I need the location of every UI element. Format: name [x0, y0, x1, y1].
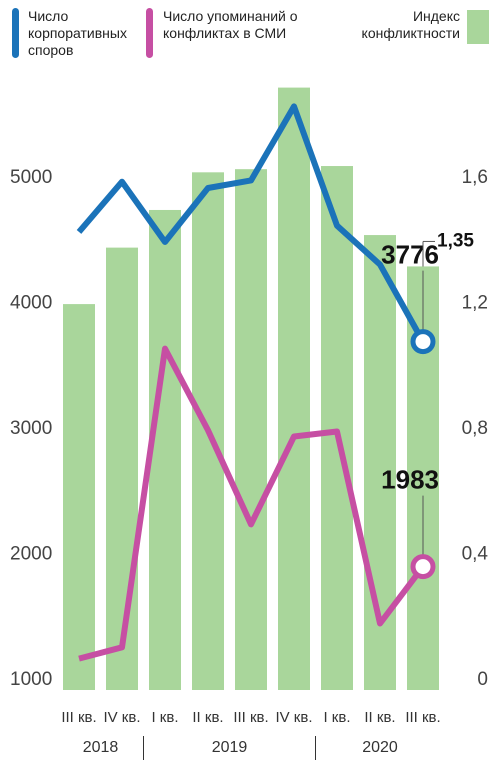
y2-tick-label: 1,6	[462, 167, 488, 188]
x-tick-label: IV кв.	[275, 709, 312, 726]
bar	[235, 169, 267, 691]
legend-swatch	[467, 10, 489, 44]
bar	[321, 166, 353, 691]
y-tick-label: 5000	[10, 167, 52, 188]
x-group-label: 2020	[362, 739, 398, 756]
x-tick-label: III кв.	[405, 709, 440, 726]
bar	[106, 247, 138, 691]
data-label: 1983	[381, 465, 439, 495]
y2-tick-label: 1,2	[462, 293, 488, 314]
data-label: 1,35	[437, 230, 474, 251]
x-tick-label: II кв.	[192, 709, 223, 726]
x-tick-label: III кв.	[61, 709, 96, 726]
x-tick-label: I кв.	[323, 709, 350, 726]
legend-swatch	[146, 8, 153, 58]
y2-tick-label: 0	[477, 669, 488, 690]
legend-label: Число корпоративных споров	[28, 8, 127, 58]
x-group-label: 2018	[83, 739, 119, 756]
y-tick-label: 1000	[10, 669, 52, 690]
point-marker	[410, 329, 436, 355]
legend-label: Индекс конфликтности	[361, 8, 460, 41]
y2-tick-label: 0,4	[462, 544, 489, 565]
y-tick-label: 4000	[10, 293, 52, 314]
bar	[63, 304, 95, 690]
y2-tick-label: 0,8	[462, 418, 488, 439]
bar	[278, 87, 310, 691]
y-tick-label: 3000	[10, 418, 52, 439]
line	[76, 103, 426, 344]
legend-label: Число упоминаний о конфликтах в СМИ	[163, 8, 298, 41]
x-tick-label: II кв.	[364, 709, 395, 726]
y-tick-label: 2000	[10, 544, 52, 565]
data-label: 3776	[381, 239, 439, 269]
legend-swatch	[12, 8, 19, 58]
line	[78, 345, 426, 662]
point-marker	[410, 554, 436, 580]
x-tick-label: IV кв.	[103, 709, 140, 726]
x-group-label: 2019	[212, 739, 248, 756]
x-tick-label: III кв.	[233, 709, 268, 726]
x-tick-label: I кв.	[151, 709, 178, 726]
bar	[149, 209, 181, 690]
